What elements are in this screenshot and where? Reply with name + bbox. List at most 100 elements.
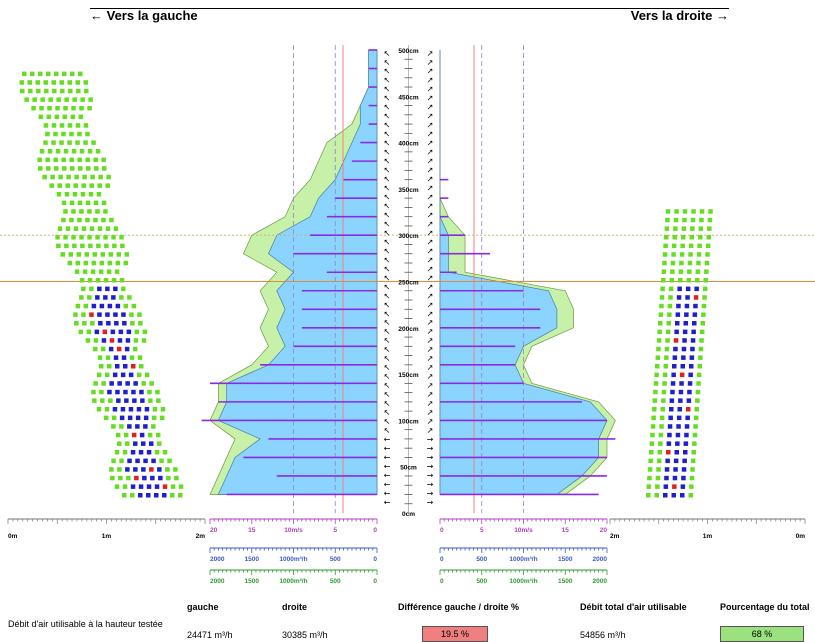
left-airflow-dot <box>120 243 125 249</box>
left-airflow-dot <box>87 106 92 111</box>
left-arrow-icon: ↖ <box>384 166 391 175</box>
right-distance-axis-label: 1m <box>703 533 713 540</box>
left-airflow-dot <box>65 226 71 231</box>
left-airflow-dot <box>157 467 162 472</box>
right-airflow-dot <box>661 278 666 283</box>
left-airflow-dot <box>97 355 103 360</box>
right-airflow-dot <box>676 295 682 300</box>
right-airflow-dot <box>689 475 695 481</box>
left-airflow-dot <box>143 424 148 429</box>
right-flow-axis-green-label: 500 <box>476 578 487 585</box>
left-airflow-dot <box>134 329 140 335</box>
left-airflow-dot <box>114 321 119 326</box>
left-airflow-dot <box>64 192 70 197</box>
left-airflow-dot <box>103 278 109 283</box>
right-flow-axis-blue-label: 1500 <box>558 556 573 563</box>
right-arrow-icon: ↗ <box>427 300 434 309</box>
right-airflow-dot <box>656 338 662 343</box>
left-airflow-dot <box>43 123 49 128</box>
left-airflow-dot <box>123 432 129 438</box>
left-airflow-dot <box>75 260 81 266</box>
right-airflow-dot <box>664 467 670 472</box>
left-airflow-dot <box>101 200 107 206</box>
left-speed-axis-label: 10m/s <box>284 527 303 534</box>
left-airflow-dot <box>128 407 134 412</box>
left-airflow-dot <box>113 226 119 231</box>
left-flow-axis-green-label: 1500 <box>245 578 260 585</box>
left-airflow-dot <box>124 252 129 257</box>
left-arrow-icon: ↖ <box>384 363 391 372</box>
left-airflow-dot <box>106 174 111 180</box>
left-airflow-dot <box>75 80 80 85</box>
left-airflow-dot <box>85 157 90 163</box>
left-airflow-dot <box>63 209 68 214</box>
right-airflow-dot <box>692 432 698 438</box>
left-airflow-dot <box>105 355 111 360</box>
left-airflow-dot <box>71 149 77 154</box>
left-airflow-dot <box>137 312 142 317</box>
right-arrow-icon: ↗ <box>427 237 434 246</box>
height-tick-label: 450cm <box>398 94 418 101</box>
left-airflow-dot <box>101 338 107 343</box>
right-airflow-dot <box>665 458 670 464</box>
right-airflow-dot <box>658 321 663 326</box>
right-airflow-dot <box>691 329 696 335</box>
right-airflow-dot <box>672 355 678 360</box>
left-airflow-dot <box>101 157 106 163</box>
left-airflow-dot <box>114 484 120 489</box>
left-airflow-dot <box>81 183 86 188</box>
right-airflow-dot <box>662 372 668 378</box>
right-arrow-icon: → <box>427 444 434 453</box>
right-airflow-dot <box>689 355 695 360</box>
left-airflow-dot <box>97 183 102 188</box>
left-airflow-dot <box>56 192 62 197</box>
right-airflow-dot <box>697 243 702 249</box>
left-airflow-dot <box>167 458 172 464</box>
left-flow-axis-blue-label: 2000 <box>210 556 225 563</box>
left-airflow-dot <box>46 71 51 77</box>
left-airflow-dot <box>81 312 86 317</box>
left-airflow-dot <box>129 355 135 360</box>
right-arrow-icon: → <box>427 498 434 507</box>
right-airflow-dot <box>686 398 692 403</box>
left-airflow-dot <box>146 493 151 498</box>
left-airflow-dot <box>49 183 54 188</box>
left-airflow-dot <box>100 252 105 257</box>
left-arrow-icon: ↖ <box>384 219 391 228</box>
left-airflow-dot <box>146 450 152 455</box>
right-arrow-icon: ↗ <box>427 372 434 381</box>
left-airflow-dot <box>80 243 85 249</box>
right-airflow-dot <box>672 475 678 481</box>
left-airflow-dot <box>156 398 161 403</box>
left-airflow-dot <box>108 346 114 352</box>
right-arrow-icon: → <box>427 480 434 489</box>
left-airflow-dot <box>133 381 138 386</box>
right-airflow-dot <box>675 441 680 446</box>
right-arrow-icon: ↗ <box>427 327 434 336</box>
left-airflow-dot <box>86 329 92 335</box>
left-airflow-dot <box>83 303 89 309</box>
left-airflow-dot <box>69 217 74 223</box>
left-airflow-dot <box>125 381 130 386</box>
left-airflow-dot <box>121 286 126 292</box>
right-arrow-icon: ↗ <box>427 264 434 273</box>
col-diff: Différence gauche / droite % <box>398 602 520 612</box>
left-arrow-icon: ↖ <box>384 417 391 426</box>
right-airflow-dot <box>668 295 673 300</box>
left-airflow-dot <box>96 407 102 412</box>
left-arrow-icon: ↖ <box>384 148 391 157</box>
left-arrow-icon: ↖ <box>384 273 391 282</box>
right-airflow-dot <box>677 286 682 292</box>
right-airflow-dot <box>658 312 664 317</box>
right-airflow-dot <box>686 407 691 412</box>
left-arrow-icon: ↖ <box>384 130 391 139</box>
left-airflow-dot <box>132 398 137 403</box>
left-airflow-dot <box>107 303 113 309</box>
right-arrow-icon: ↗ <box>427 228 434 237</box>
left-airflow-dot <box>143 415 149 421</box>
left-airflow-dot <box>24 97 29 102</box>
left-arrow-icon: ← <box>384 453 391 462</box>
right-speed-axis-label: 10m/s <box>514 527 533 534</box>
left-airflow-dot <box>113 355 119 360</box>
right-airflow-dot <box>688 493 693 498</box>
